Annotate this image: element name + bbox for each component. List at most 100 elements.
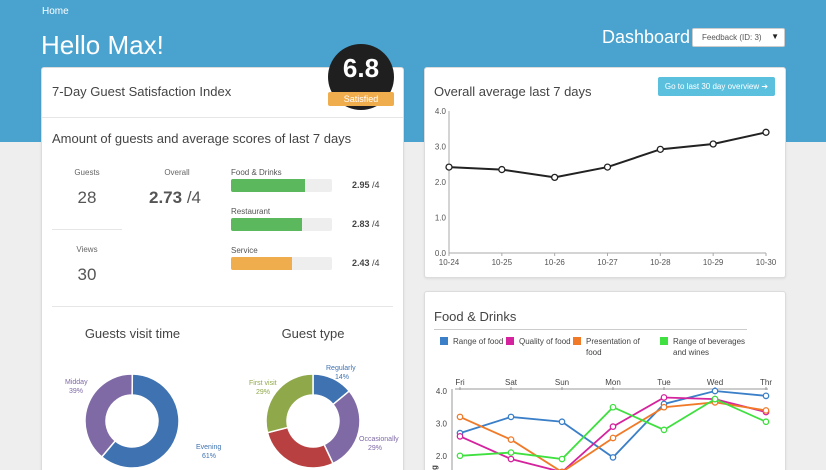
slice-pct-regularly: 14% <box>335 374 349 381</box>
dashboard-title: Dashboard <box>602 27 691 47</box>
divider <box>434 329 747 330</box>
food-drinks-title: Food & Drinks <box>434 309 517 324</box>
series-point-2 <box>762 407 770 414</box>
donut-slice-midday <box>84 373 134 459</box>
series-point-3 <box>456 452 464 460</box>
x-tick-label: 10-24 <box>439 258 460 267</box>
overall-score: 2.73 /4 <box>149 188 229 208</box>
overview-point <box>762 128 770 136</box>
slice-label-midday: Midday <box>65 379 88 386</box>
satisfaction-status: Satisfied <box>328 92 394 106</box>
bar-score-food: 2.95 /4 <box>352 180 380 190</box>
y-tick-label: 2.0 <box>435 178 447 187</box>
slice-pct-midday: 39% <box>69 388 83 395</box>
overview-point <box>551 173 559 182</box>
x-tick-label: 10-25 <box>492 258 513 267</box>
slice-pct-evening: 61% <box>202 453 216 460</box>
x-tick-label: Wed <box>707 378 723 387</box>
donut-slice-occasionally <box>323 389 361 465</box>
satisfaction-score: 6.8 <box>342 53 380 83</box>
divider <box>42 117 403 118</box>
satisfaction-panel: 7-Day Guest Satisfaction Index Amount of… <box>41 67 404 470</box>
guests-value: 28 <box>77 188 97 207</box>
slice-label-evening: Evening <box>196 444 221 451</box>
series-point-3 <box>711 395 719 403</box>
x-tick-label: 10-30 <box>756 258 777 267</box>
chevron-down-icon: ▼ <box>771 32 779 41</box>
y-tick-label: 2.0 <box>436 452 448 461</box>
slice-label-regularly: Regularly <box>326 365 356 372</box>
series-point-2 <box>609 434 617 442</box>
overview-title: Overall average last 7 days <box>434 84 592 99</box>
bar-fill-restaurant <box>231 218 303 231</box>
x-tick-label: Sun <box>555 378 569 387</box>
x-tick-label: Fri <box>455 378 465 387</box>
x-tick-label: 10-27 <box>597 258 618 267</box>
legend-swatch <box>440 337 448 345</box>
x-tick-label: 10-28 <box>650 258 671 267</box>
last-30-days-button[interactable]: Go to last 30 day overview ➔ <box>658 77 775 96</box>
overview-line-chart: 0.0 1.0 2.0 3.0 4.0 10-24 10-25 10-26 10-27 10-28… <box>435 107 777 267</box>
x-tick-label: 10-29 <box>703 258 724 267</box>
views-label: Views <box>76 245 98 254</box>
overview-point <box>709 140 717 148</box>
overview-point <box>603 163 612 171</box>
bar-score-service: 2.43 /4 <box>352 258 380 268</box>
divider <box>52 306 393 307</box>
bar-fill-service <box>231 257 293 270</box>
views-value: 30 <box>77 265 97 284</box>
x-tick-label: Thr <box>760 378 772 387</box>
visit-time-title: Guests visit time <box>84 326 181 341</box>
series-point-1 <box>609 423 617 430</box>
series-point-0 <box>507 413 515 421</box>
series-point-0 <box>711 387 719 395</box>
x-tick-label: Sat <box>505 378 518 387</box>
bar-track-restaurant <box>231 218 332 231</box>
series-point-1 <box>507 455 515 463</box>
feedback-select[interactable]: Feedback (ID: 3) ▼ <box>692 28 785 47</box>
series-point-0 <box>762 392 770 400</box>
legend-range-of-food[interactable]: Range of food <box>440 336 512 347</box>
bar-track-food <box>231 179 332 192</box>
y-tick-label: 3.0 <box>436 419 448 428</box>
donut-charts: Midday 39% Evening 61% Regularly 14% Occ… <box>65 365 399 469</box>
slice-pct-first-visit: 29% <box>256 389 270 396</box>
legend-swatch <box>573 337 581 345</box>
guest-type-title: Guest type <box>281 326 345 341</box>
overall-max: /4 <box>186 188 202 207</box>
series-point-2 <box>660 403 668 411</box>
bar-label-restaurant: Restaurant <box>231 207 271 216</box>
overview-point <box>498 165 506 174</box>
summary-title: Amount of guests and average scores of l… <box>52 131 352 146</box>
legend-swatch <box>660 337 668 345</box>
legend-quality-of-food[interactable]: Quality of food <box>506 336 578 347</box>
series-point-3 <box>507 449 515 456</box>
legend-presentation-of-food[interactable]: Presentation of food <box>573 336 645 358</box>
overview-point <box>445 163 453 171</box>
bar-label-food: Food & Drinks <box>231 168 282 177</box>
legend-range-of-beverages[interactable]: Range of beverages and wines <box>660 336 760 358</box>
slice-label-occasionally: Occasionally <box>359 436 399 443</box>
series-point-2 <box>507 436 515 443</box>
series-point-3 <box>609 403 617 411</box>
series-point-3 <box>660 426 668 434</box>
guests-label: Guests <box>74 168 100 177</box>
series-point-0 <box>609 454 617 461</box>
breadcrumb-home[interactable]: Home <box>42 6 69 17</box>
food-drinks-panel: Food & Drinks Range of food Quality of f… <box>424 291 786 470</box>
y-tick-label: 3.0 <box>435 143 447 152</box>
x-tick-label: 10-26 <box>544 258 565 267</box>
series-point-1 <box>660 394 668 401</box>
bar-score-restaurant: 2.83 /4 <box>352 219 380 229</box>
guest-type-donut <box>265 373 361 469</box>
overall-label: Overall <box>164 168 190 177</box>
legend-swatch <box>506 337 514 345</box>
bar-track-service <box>231 257 332 270</box>
series-point-2 <box>456 413 464 421</box>
series-point-3 <box>558 455 566 463</box>
y-tick-label: 4.0 <box>435 107 447 116</box>
bar-label-service: Service <box>231 246 258 255</box>
feedback-select-value: Feedback (ID: 3) <box>702 33 762 42</box>
divider <box>52 229 122 230</box>
satisfaction-title: 7-Day Guest Satisfaction Index <box>52 84 232 99</box>
